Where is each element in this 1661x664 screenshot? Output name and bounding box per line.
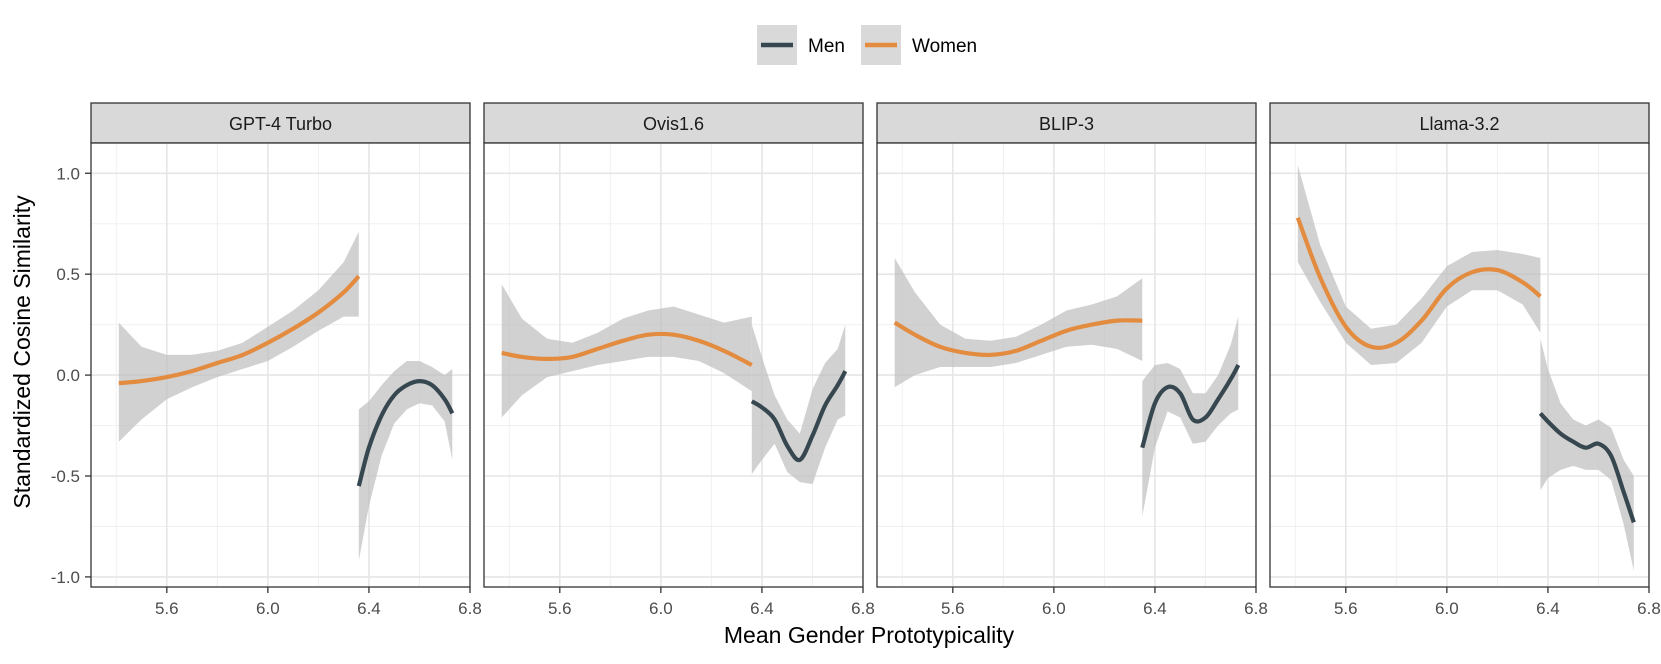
x-tick-label: 6.0 xyxy=(649,599,673,618)
x-tick-label: 6.0 xyxy=(1435,599,1459,618)
panel-border xyxy=(1269,142,1650,588)
panel-gpt-4-turbo: GPT-4 Turbo 5.6 6.0 6.4 6.8 xyxy=(90,102,482,618)
confidence-band-women xyxy=(501,284,752,418)
legend-label: Women xyxy=(912,36,977,57)
x-tick-label: 5.6 xyxy=(155,599,179,618)
x-tick-label: 6.4 xyxy=(1536,599,1560,618)
series-line-women xyxy=(501,331,753,367)
confidence-band-men xyxy=(751,324,846,485)
x-tick-label: 5.6 xyxy=(548,599,572,618)
panel-llama-3-2: Llama-3.2 5.6 6.0 6.4 6.8 xyxy=(1269,102,1661,618)
facet-strip xyxy=(90,102,471,144)
x-tick-label: 5.6 xyxy=(1334,599,1358,618)
y-tick-label: -1.0 xyxy=(51,568,80,587)
x-tick-label: 6.4 xyxy=(1143,599,1167,618)
series-line-women xyxy=(1295,216,1542,351)
series-line-women xyxy=(118,274,361,386)
facet-strip-label: GPT-4 Turbo xyxy=(229,114,332,134)
y-tick-label: 1.0 xyxy=(56,164,80,183)
y-axis-title: Standardized Cosine Similarity xyxy=(9,195,35,509)
series-line-men xyxy=(750,370,848,463)
y-tick-label: -0.5 xyxy=(51,467,80,486)
facet-strip xyxy=(483,102,864,144)
facet-strip xyxy=(1269,102,1650,144)
x-tick-label: 6.0 xyxy=(1042,599,1066,618)
panel-blip-3: BLIP-3 5.6 6.0 6.4 6.8 xyxy=(876,102,1268,618)
x-tick-label: 6.8 xyxy=(851,599,875,618)
x-tick-label: 6.0 xyxy=(256,599,280,618)
panel-ovis1-6: Ovis1.6 5.6 6.0 6.4 6.8 xyxy=(483,102,875,618)
legend-item-women: Women xyxy=(861,25,977,65)
legend-item-men: Men xyxy=(757,25,845,65)
facet-strip-label: BLIP-3 xyxy=(1039,114,1094,134)
x-tick-label: 6.4 xyxy=(750,599,774,618)
y-axis: 1.0 0.5 0.0 -0.5 -1.0 xyxy=(51,164,91,587)
x-axis-title: Mean Gender Prototypicality xyxy=(724,622,1015,648)
y-tick-label: 0.0 xyxy=(56,366,80,385)
series-line-men xyxy=(1140,364,1241,449)
facet-strip-label: Llama-3.2 xyxy=(1419,114,1499,134)
y-tick-label: 0.5 xyxy=(56,265,80,284)
panel-border xyxy=(90,142,471,588)
panel-border xyxy=(876,142,1257,588)
confidence-band-women xyxy=(894,258,1143,388)
confidence-band-women xyxy=(118,231,359,442)
x-tick-label: 6.8 xyxy=(458,599,482,618)
x-tick-label: 6.4 xyxy=(357,599,381,618)
series-line-men xyxy=(1538,412,1636,524)
plot-content xyxy=(91,143,470,587)
legend: Men Women xyxy=(757,25,977,65)
series-line-women xyxy=(893,318,1143,358)
legend-label: Men xyxy=(808,36,845,57)
plot-content xyxy=(484,143,863,587)
plot-background xyxy=(1270,143,1649,587)
x-tick-label: 5.6 xyxy=(941,599,965,618)
facet-panels: GPT-4 Turbo 5.6 6.0 6.4 6.8 Ovis1.6 5.6 6.0 6.4 6… xyxy=(51,102,1661,618)
plot-content xyxy=(1270,143,1649,587)
x-tick-label: 6.8 xyxy=(1637,599,1661,618)
facet-strip-label: Ovis1.6 xyxy=(643,114,704,134)
x-tick-label: 6.8 xyxy=(1244,599,1268,618)
confidence-band-men xyxy=(1540,338,1634,571)
panel-border xyxy=(483,142,864,588)
plot-content xyxy=(877,143,1256,587)
series-line-men xyxy=(356,379,455,487)
facet-strip xyxy=(876,102,1257,144)
